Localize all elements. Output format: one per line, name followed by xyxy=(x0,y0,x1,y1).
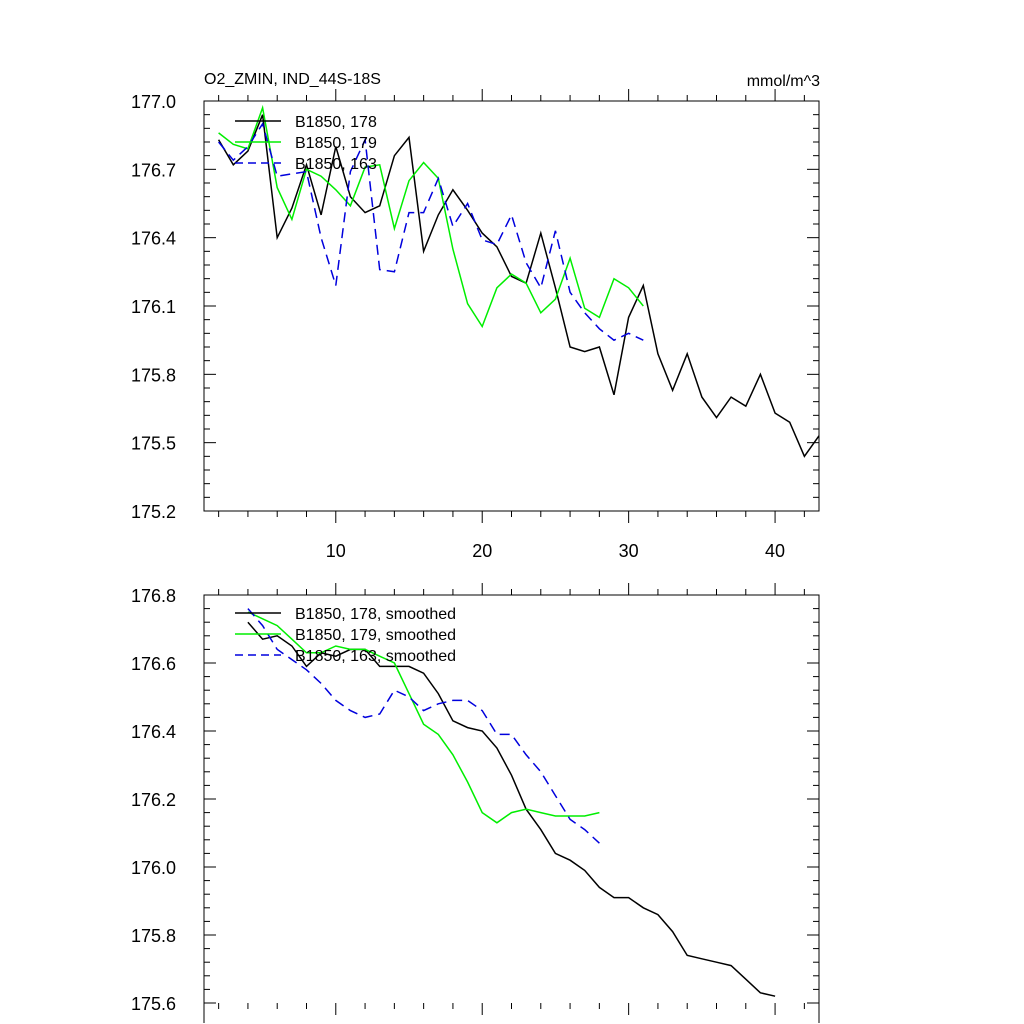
top-legend-label-0: B1850, 178 xyxy=(295,114,377,131)
top-chart-legend: B1850, 178 B1850, 179 B1850, 163 xyxy=(235,114,377,173)
bot-ytick-label-2: 176.0 xyxy=(131,858,176,878)
bot-series-line-2 xyxy=(247,608,600,844)
top-chart-ticks xyxy=(204,89,819,523)
bottom-chart-tick-labels: 175.6 175.8 176.0 176.2 176.4 176.6 176.8 xyxy=(131,586,176,1014)
bottom-legend-label-0: B1850, 178, smoothed xyxy=(295,606,456,623)
bot-ytick-label-4: 176.4 xyxy=(131,722,176,742)
bottom-chart-legend: B1850, 178, smoothed B1850, 179, smoothe… xyxy=(235,606,456,665)
top-xtick-label-0: 10 xyxy=(326,541,346,561)
top-chart-frame xyxy=(203,100,820,512)
top-series-line-1 xyxy=(218,104,644,329)
top-chart-series-lines xyxy=(217,104,820,458)
bot-ytick-label-6: 176.8 xyxy=(131,586,176,606)
top-xtick-label-3: 40 xyxy=(765,541,785,561)
bottom-chart-ticks xyxy=(204,583,819,1015)
top-chart-tick-labels: 175.2 175.5 175.8 176.1 176.4 176.7 177.0 10 20 3… xyxy=(131,92,785,561)
bottom-chart: 175.6 175.8 176.0 176.2 176.4 176.6 176.8 B185… xyxy=(131,583,820,1023)
top-chart: O2_ZMIN, IND_44S-18S mmol/m^3 175.2 175.5… xyxy=(131,71,820,561)
bot-series-line-1 xyxy=(247,611,600,824)
bottom-chart-frame xyxy=(203,594,820,1023)
top-ytick-label-1: 175.5 xyxy=(131,434,176,454)
top-ytick-label-0: 175.2 xyxy=(131,502,176,522)
bottom-legend-label-1: B1850, 179, smoothed xyxy=(295,627,456,644)
bottom-legend-label-2: B1850, 163, smoothed xyxy=(295,648,456,665)
bot-ytick-label-5: 176.6 xyxy=(131,654,176,674)
top-chart-title: O2_ZMIN, IND_44S-18S xyxy=(204,71,381,88)
bot-ytick-label-0: 175.6 xyxy=(131,994,176,1014)
top-ytick-label-5: 176.7 xyxy=(131,160,176,180)
top-series-line-2 xyxy=(218,121,644,342)
top-ytick-label-6: 177.0 xyxy=(131,92,176,112)
top-series-line-0 xyxy=(217,114,820,458)
top-legend-label-2: B1850, 163 xyxy=(295,156,377,173)
top-chart-units: mmol/m^3 xyxy=(747,73,820,90)
bot-ytick-label-3: 176.2 xyxy=(131,790,176,810)
top-xtick-label-2: 30 xyxy=(619,541,639,561)
top-ytick-label-2: 175.8 xyxy=(131,365,176,385)
top-ytick-label-4: 176.4 xyxy=(131,229,176,249)
bottom-chart-series-lines xyxy=(247,608,776,997)
bot-ytick-label-1: 175.8 xyxy=(131,926,176,946)
top-xtick-label-1: 20 xyxy=(472,541,492,561)
top-legend-label-1: B1850, 179 xyxy=(295,135,377,152)
top-ytick-label-3: 176.1 xyxy=(131,297,176,317)
bot-series-line-0 xyxy=(247,621,776,997)
